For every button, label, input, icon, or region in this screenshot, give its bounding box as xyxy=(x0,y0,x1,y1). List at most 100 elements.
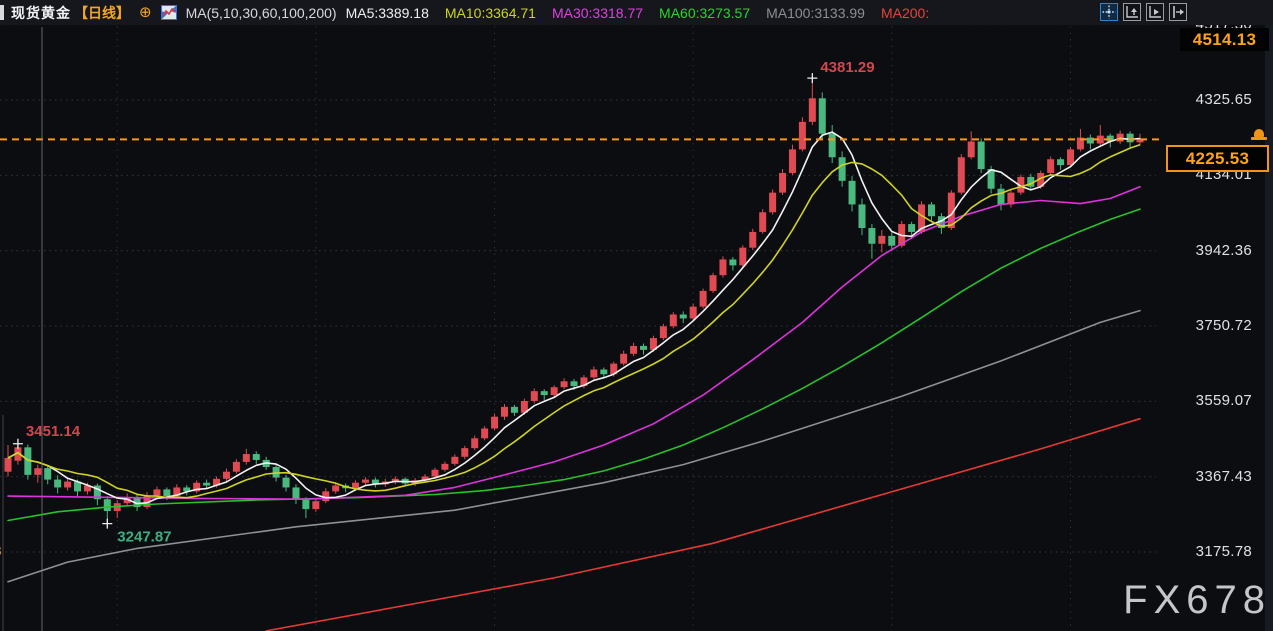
ma-value-label: MA200: xyxy=(880,4,930,21)
candle xyxy=(709,272,717,293)
candle xyxy=(858,198,866,236)
candle xyxy=(868,224,876,259)
candle xyxy=(1116,130,1124,144)
candle xyxy=(679,311,687,324)
candle xyxy=(203,479,211,489)
candle xyxy=(451,454,459,466)
candle xyxy=(44,465,52,485)
candle xyxy=(501,404,508,420)
candle xyxy=(322,488,330,504)
candle xyxy=(1067,147,1075,168)
candle xyxy=(292,484,300,504)
mini-chart-icon[interactable] xyxy=(160,5,177,20)
candle xyxy=(1047,156,1055,175)
candle xyxy=(699,288,707,309)
candle xyxy=(719,256,727,278)
candle xyxy=(788,144,796,175)
candle xyxy=(769,189,777,215)
candle xyxy=(689,303,697,321)
y-axis-label: 4325.65 xyxy=(1195,91,1252,108)
ma-value-label: MA30:3318.77 xyxy=(551,4,644,21)
candle xyxy=(798,117,806,152)
brand-watermark: FX678 xyxy=(1123,578,1271,622)
collapse-right-icon[interactable] xyxy=(1169,3,1187,21)
candle xyxy=(649,335,657,352)
candle xyxy=(818,92,826,140)
candle xyxy=(927,202,935,221)
y-axis-label: 3367.43 xyxy=(1195,467,1252,485)
candle xyxy=(371,477,379,488)
extreme-marker-icon xyxy=(102,518,113,529)
candle xyxy=(302,497,310,519)
pane-right-icon[interactable] xyxy=(1146,3,1164,21)
ma-line-MA10 xyxy=(7,143,1141,499)
candle xyxy=(183,485,191,496)
ma-value-label: MA5:3389.18 xyxy=(345,4,429,21)
candle xyxy=(332,482,340,494)
candle xyxy=(1017,174,1025,195)
crosshair-icon[interactable] xyxy=(1100,3,1118,21)
add-indicator-icon[interactable]: ⊕ xyxy=(139,4,152,21)
candle xyxy=(729,257,737,271)
candle xyxy=(252,451,260,464)
candle xyxy=(242,448,250,465)
extreme-marker-icon xyxy=(12,438,23,449)
candle xyxy=(630,342,638,357)
candle xyxy=(471,435,479,451)
ma-group-label: MA(5,10,30,60,100,200) xyxy=(185,4,337,21)
high-price-box: 4514.13 xyxy=(1180,28,1269,51)
current-price-box: 4225.53 xyxy=(1166,145,1269,172)
candle xyxy=(848,176,856,212)
candle xyxy=(54,475,62,494)
extreme-price-label: 3451.14 xyxy=(26,423,81,440)
y-axis-label: 3175.78 xyxy=(1195,543,1252,560)
candle xyxy=(560,378,568,390)
candle xyxy=(1086,134,1094,150)
pane-up-icon[interactable] xyxy=(1123,3,1141,21)
candle xyxy=(550,385,558,398)
candle xyxy=(620,350,628,366)
y-axis-label: 3942.36 xyxy=(1195,241,1252,259)
ma-values: MA5:3389.18 MA10:3364.71 MA30:3318.77 MA60:… xyxy=(346,5,930,21)
ma-value-label: MA60:3273.57 xyxy=(659,4,751,21)
timeframe-label: 【日线】 xyxy=(74,4,130,21)
alert-bell-icon[interactable] xyxy=(1251,127,1267,142)
candle xyxy=(361,477,369,486)
ma-line-MA100 xyxy=(7,309,1141,583)
candle xyxy=(113,500,121,519)
candle xyxy=(461,445,469,460)
candle xyxy=(838,151,846,187)
candle xyxy=(232,459,240,474)
candle xyxy=(540,389,548,401)
candle xyxy=(391,476,399,485)
extreme-marker-icon xyxy=(807,73,818,84)
candle xyxy=(510,404,518,416)
candle xyxy=(739,245,747,268)
instrument-title: 现货黄金 xyxy=(11,4,71,21)
ma-line-MA200 xyxy=(265,417,1141,631)
candle xyxy=(24,444,32,480)
candle xyxy=(431,467,439,479)
candle xyxy=(808,78,816,126)
chart-header: 现货黄金 【日线】 ⊕ MA(5,10,30,60,100,200) MA5:3… xyxy=(0,0,1273,25)
candle xyxy=(600,367,608,379)
clipped-icon-fragment xyxy=(0,5,4,20)
candle xyxy=(779,169,787,195)
clipped-left-label: 8 xyxy=(0,543,1,560)
ma-line-MA30 xyxy=(7,185,1141,501)
candle xyxy=(93,483,101,506)
candle xyxy=(520,398,528,415)
candle xyxy=(1057,157,1065,170)
y-axis-label: 3750.72 xyxy=(1195,316,1252,334)
candle xyxy=(441,461,449,472)
clipped-side-panel xyxy=(1265,0,1273,631)
candle xyxy=(947,190,955,230)
candle xyxy=(143,492,151,510)
y-axis-label: 3559.07 xyxy=(1195,392,1252,410)
candle xyxy=(640,343,648,355)
candle xyxy=(659,323,667,341)
candle xyxy=(878,229,886,253)
candle xyxy=(64,478,72,491)
